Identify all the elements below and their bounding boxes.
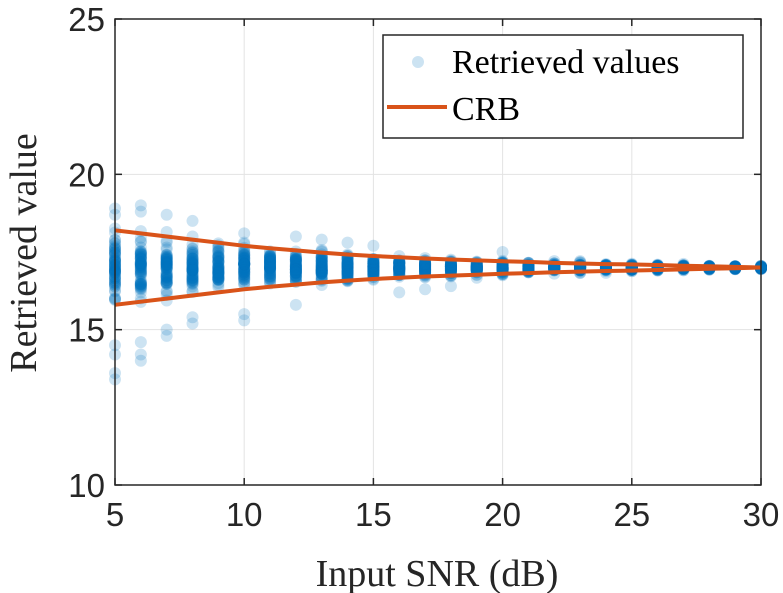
scatter-point — [135, 236, 147, 248]
scatter-point-outlier — [135, 349, 147, 361]
x-tick-label: 20 — [484, 496, 521, 533]
scatter-point-outlier — [238, 308, 250, 320]
scatter-point-outlier — [316, 234, 328, 246]
scatter-point — [238, 264, 250, 276]
scatter-point — [135, 281, 147, 293]
scatter-point — [419, 263, 431, 275]
scatter-point-outlier — [161, 209, 173, 221]
chart: 5 10 15 20 25 3010152025 Input SNR (dB) Retri… — [0, 0, 783, 593]
legend: Retrieved values CRB — [383, 35, 743, 138]
x-tick-label: 15 — [355, 496, 392, 533]
y-tick-label: 25 — [68, 1, 105, 38]
scatter-point — [135, 268, 147, 280]
scatter-point — [135, 257, 147, 269]
scatter-point — [445, 260, 457, 272]
scatter-point — [264, 260, 276, 272]
crb-upper-line — [115, 230, 761, 267]
scatter-point — [161, 253, 173, 265]
scatter-point — [316, 265, 328, 277]
scatter-point-outlier — [290, 299, 302, 311]
scatter-point-outlier — [290, 230, 302, 242]
crb-lines — [115, 230, 761, 304]
scatter-point-outlier — [367, 240, 379, 252]
x-axis-label: Input SNR (dB) — [316, 553, 559, 593]
scatter-point — [161, 270, 173, 282]
legend-label-crb: CRB — [452, 91, 520, 128]
scatter-point-outlier — [187, 215, 199, 227]
scatter-point — [290, 266, 302, 278]
scatter-point-outlier — [419, 283, 431, 295]
scatter-point — [342, 257, 354, 269]
scatter-point-outlier — [161, 324, 173, 336]
scatter-point — [212, 268, 224, 280]
y-tick-label: 15 — [68, 312, 105, 349]
scatter-point-outlier — [187, 311, 199, 323]
x-tick-label: 30 — [743, 496, 780, 533]
scatter-point-outlier — [445, 280, 457, 292]
scatter-point-outlier — [342, 237, 354, 249]
legend-label-retrieved: Retrieved values — [452, 44, 680, 81]
x-tick-label: 25 — [613, 496, 650, 533]
scatter-point — [212, 252, 224, 264]
scatter-point-outlier — [135, 336, 147, 348]
legend-marker-retrieved — [412, 56, 424, 68]
scatter-point-outlier — [135, 206, 147, 218]
scatter-point — [367, 263, 379, 275]
scatter-point-outlier — [238, 227, 250, 239]
y-tick-label: 10 — [68, 467, 105, 504]
x-tick-label: 5 — [106, 496, 124, 533]
x-tick-label: 10 — [226, 496, 263, 533]
scatter-point — [187, 253, 199, 265]
crb-lower-line — [115, 268, 761, 305]
y-axis-label: Retrieved value — [3, 133, 45, 373]
scatter-point-outlier — [497, 246, 509, 258]
scatter-point — [238, 276, 250, 288]
scatter-point-outlier — [393, 286, 405, 298]
scatter-point — [187, 264, 199, 276]
y-tick-label: 20 — [68, 156, 105, 193]
